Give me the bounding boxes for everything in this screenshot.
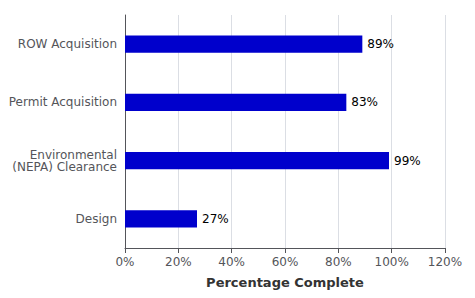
svg-text:83%: 83% <box>351 95 378 109</box>
svg-text:0%: 0% <box>115 255 134 269</box>
svg-text:ROW Acquisition: ROW Acquisition <box>18 37 117 51</box>
svg-text:99%: 99% <box>394 154 421 168</box>
svg-text:60%: 60% <box>272 255 299 269</box>
svg-text:89%: 89% <box>367 37 394 51</box>
svg-text:40%: 40% <box>218 255 245 269</box>
svg-text:20%: 20% <box>165 255 192 269</box>
svg-text:80%: 80% <box>325 255 352 269</box>
svg-text:Percentage Complete: Percentage Complete <box>206 275 364 290</box>
svg-text:Permit Acquisition: Permit Acquisition <box>9 95 117 109</box>
svg-text:Design: Design <box>76 212 117 226</box>
svg-text:(NEPA) Clearance: (NEPA) Clearance <box>12 160 117 174</box>
svg-text:120%: 120% <box>428 255 462 269</box>
svg-text:Environmental: Environmental <box>29 147 117 162</box>
svg-text:100%: 100% <box>375 255 409 269</box>
svg-text:27%: 27% <box>202 212 229 226</box>
